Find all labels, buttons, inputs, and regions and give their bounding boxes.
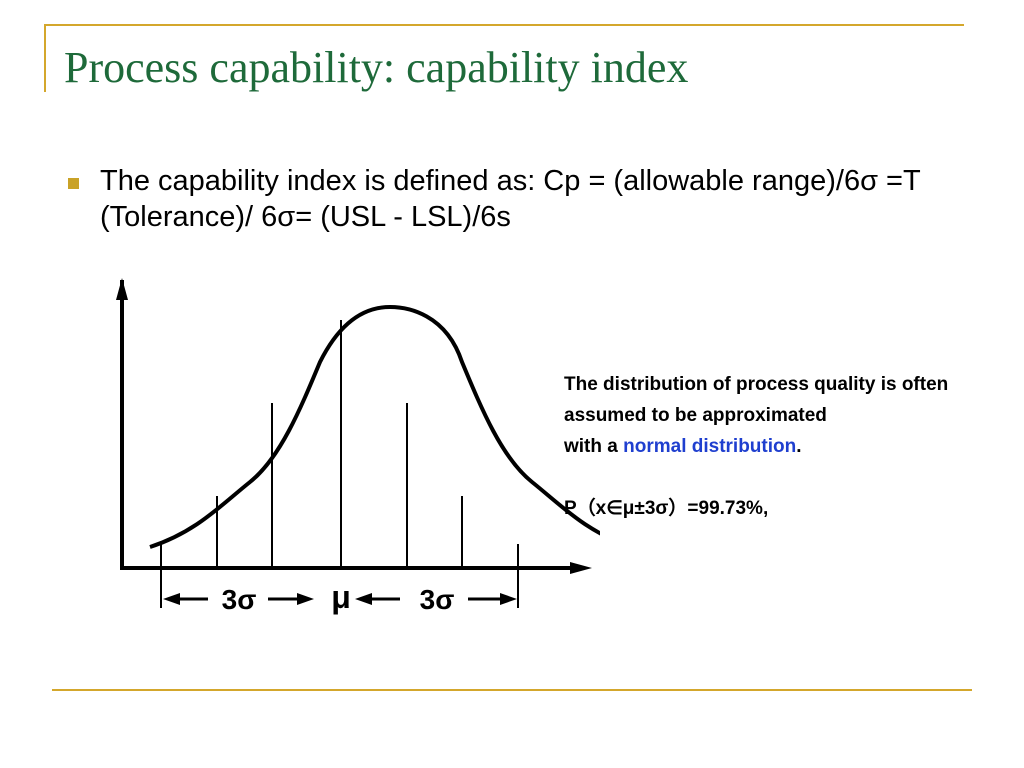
bullet-square-icon [68,178,79,189]
left-arrowhead [163,593,180,605]
normal-distribution-figure: 3σ μ 3σ [100,270,633,620]
right-inner-arrowhead [355,593,372,605]
probability-formula: P（x∈μ±3σ）=99.73%, [564,498,769,519]
frame-bottom-line [52,689,972,691]
frame-top-line [44,24,964,26]
normal-curve-diagram: 3σ μ 3σ [116,278,633,615]
note-line-2-suffix: . [796,436,802,457]
bell-curve [149,304,633,549]
note-line-1: The distribution of process quality is o… [564,374,949,426]
slide-title: Process capability: capability index [64,43,689,92]
note-spacer [564,462,1004,493]
left-inner-arrowhead [297,593,314,605]
right-sigma-label: 3σ [420,584,455,615]
frame-left-line [44,24,46,92]
x-axis-arrowhead [570,562,592,574]
note-line-2: with a normal distribution. [564,431,1004,462]
y-axis-arrowhead [116,278,128,300]
normal-distribution-highlight: normal distribution [623,436,797,457]
note-line-2-prefix: with a [564,436,624,457]
right-arrowhead [500,593,517,605]
bullet-text: The capability index is defined as: Cp =… [100,165,921,233]
distribution-note: The distribution of process quality is o… [564,369,1004,524]
mean-label: μ [331,579,351,615]
left-sigma-label: 3σ [222,584,257,615]
